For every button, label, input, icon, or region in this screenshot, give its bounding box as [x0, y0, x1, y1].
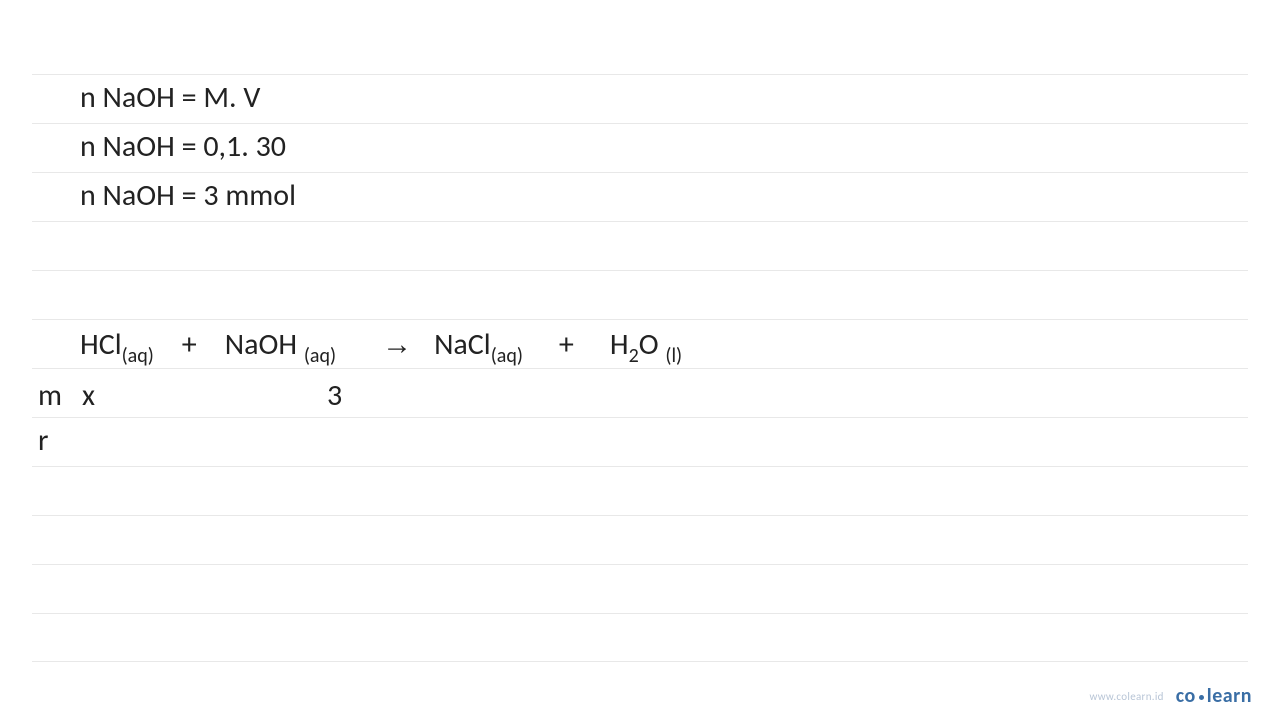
calc-line-2: n NaOH = 0,1. 30 [80, 132, 286, 162]
logo-part2: learn [1207, 684, 1252, 708]
line-9-blank [32, 466, 1248, 515]
lined-content-area: n NaOH = M. V n NaOH = 0,1. 30 n NaOH = … [0, 0, 1280, 662]
line-6-equation: HCl(aq) + NaOH (aq) → NaCl(aq) + H2O (l) [32, 319, 1248, 368]
formula-nacl: NaCl [434, 326, 491, 363]
species-hcl: HCl(aq) [80, 326, 154, 363]
formula-h2o-pre: H [610, 326, 629, 363]
line-3: n NaOH = 3 mmol [32, 172, 1248, 221]
logo-part1: co [1176, 684, 1196, 708]
formula-h2o-post: O [639, 326, 659, 363]
footer-logo: co learn [1176, 684, 1252, 708]
row-m-label: m [38, 377, 62, 414]
plus-2: + [559, 326, 574, 363]
state-hcl: (aq) [122, 344, 154, 368]
row-m-val2: 3 [327, 377, 342, 414]
line-4-blank [32, 221, 1248, 270]
reaction-arrow: → [382, 328, 412, 362]
line-7-m-row: m x 3 [32, 368, 1248, 417]
state-nacl: (aq) [491, 344, 523, 368]
calc-line-1: n NaOH = M. V [80, 83, 260, 113]
species-nacl: NaCl(aq) [434, 326, 523, 363]
calc-line-3: n NaOH = 3 mmol [80, 181, 296, 211]
row-m-val1: x [82, 377, 95, 414]
line-11-blank [32, 564, 1248, 613]
line-8-r-row: r [32, 417, 1248, 466]
line-2: n NaOH = 0,1. 30 [32, 123, 1248, 172]
line-10-blank [32, 515, 1248, 564]
species-naoh: NaOH (aq) [225, 326, 336, 363]
plus-1: + [182, 326, 197, 363]
line-12-blank [32, 613, 1248, 662]
stoich-row-m: m x 3 [38, 377, 342, 414]
species-h2o: H2O (l) [610, 326, 682, 363]
footer-url: www.colearn.id [1089, 690, 1163, 703]
line-1: n NaOH = M. V [32, 74, 1248, 123]
formula-naoh: NaOH [225, 326, 297, 363]
footer: www.colearn.id co learn [1089, 684, 1252, 708]
formula-hcl: HCl [80, 326, 122, 363]
logo-dot-icon [1199, 695, 1204, 700]
state-naoh: (aq) [304, 344, 336, 368]
state-h2o: (l) [665, 344, 682, 368]
row-r-label: r [38, 426, 48, 456]
chemical-equation: HCl(aq) + NaOH (aq) → NaCl(aq) + H2O (l) [80, 326, 682, 363]
formula-h2o-sub: 2 [629, 344, 639, 368]
line-5-blank [32, 270, 1248, 319]
